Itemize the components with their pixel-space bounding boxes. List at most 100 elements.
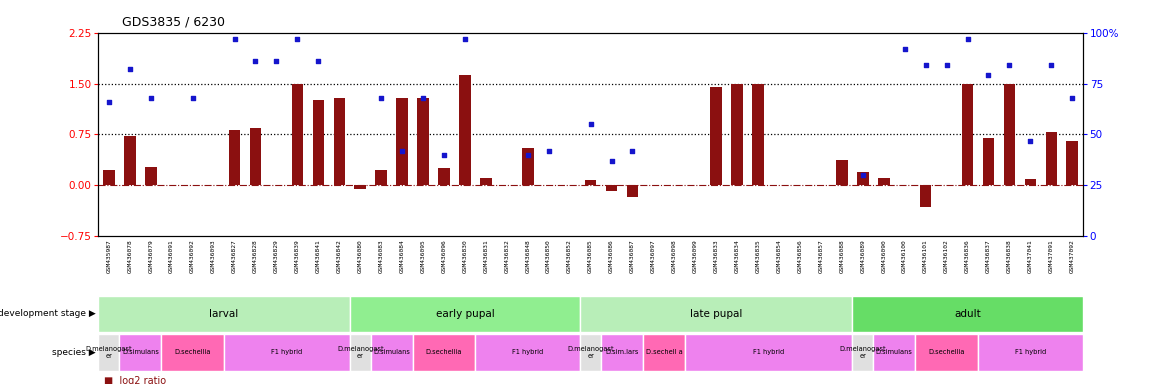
Bar [983,138,995,185]
Point [247,58,265,64]
Text: GSM436848: GSM436848 [526,239,530,273]
Text: GSM436098: GSM436098 [672,239,676,273]
Text: GSM436857: GSM436857 [819,239,823,273]
Point [937,62,955,68]
Text: GSM436087: GSM436087 [630,239,635,273]
Text: D.sechellia: D.sechellia [175,349,211,355]
Bar [873,334,915,371]
Point [980,72,998,78]
Bar [852,296,1083,332]
Text: GSM436080: GSM436080 [358,239,362,273]
Point [853,172,872,178]
Bar [103,170,115,185]
Bar [1046,132,1057,185]
Bar [1067,141,1078,185]
Bar [753,84,764,185]
Point [413,95,432,101]
Text: GSM436101: GSM436101 [923,239,929,273]
Point [1042,62,1061,68]
Bar [606,185,617,191]
Bar [857,172,868,185]
Bar [98,334,119,371]
Bar [417,98,428,185]
Bar [229,130,241,185]
Text: GSM436096: GSM436096 [441,239,447,273]
Text: adult: adult [954,309,981,319]
Text: GSM436834: GSM436834 [734,239,740,273]
Point [183,95,201,101]
Text: species ▶: species ▶ [52,348,96,357]
Bar [354,185,366,189]
Text: GSM436088: GSM436088 [840,239,844,273]
Point [1001,62,1019,68]
Point [602,158,621,164]
Bar [124,136,135,185]
Text: D.melanogast
er: D.melanogast er [86,346,132,359]
Bar [225,334,350,371]
Bar [145,167,156,185]
Bar [580,334,601,371]
Bar [878,179,889,185]
Bar [626,185,638,197]
Bar [161,334,225,371]
Text: GSM436089: GSM436089 [860,239,865,273]
Text: development stage ▶: development stage ▶ [0,310,96,318]
Text: GSM436837: GSM436837 [985,239,991,273]
Text: GSM436095: GSM436095 [420,239,425,273]
Point [434,152,453,158]
Text: GSM436091: GSM436091 [169,239,174,273]
Text: GSM437041: GSM437041 [1028,239,1033,273]
Point [581,121,600,127]
Bar [292,84,303,185]
Text: D.melanogast
er: D.melanogast er [567,346,614,359]
Text: GSM436827: GSM436827 [232,239,237,273]
Text: GSM436079: GSM436079 [148,239,153,273]
Text: GSM436856: GSM436856 [798,239,802,273]
Point [372,95,390,101]
Point [895,46,914,52]
Text: GSM436852: GSM436852 [567,239,572,273]
Bar [350,296,580,332]
Point [455,36,474,42]
Bar [836,159,848,185]
Text: GSM435987: GSM435987 [107,239,111,273]
Text: F1 hybrid: F1 hybrid [1014,349,1046,355]
Text: F1 hybrid: F1 hybrid [512,349,543,355]
Bar [334,98,345,185]
Bar [585,180,596,185]
Text: GSM436839: GSM436839 [295,239,300,273]
Bar [580,296,852,332]
Bar [522,148,534,185]
Text: GSM436090: GSM436090 [881,239,886,273]
Text: F1 hybrid: F1 hybrid [271,349,302,355]
Bar [919,185,931,207]
Text: GSM436833: GSM436833 [713,239,719,273]
Text: D.simulans: D.simulans [875,349,913,355]
Text: GSM436828: GSM436828 [252,239,258,273]
Text: D.simulans: D.simulans [122,349,159,355]
Text: GSM436078: GSM436078 [127,239,132,273]
Text: late pupal: late pupal [690,309,742,319]
Point [393,147,411,154]
Bar [371,334,412,371]
Point [267,58,286,64]
Text: F1 hybrid: F1 hybrid [753,349,784,355]
Text: GSM436099: GSM436099 [692,239,698,273]
Bar [412,334,476,371]
Bar [396,98,408,185]
Bar [711,87,721,185]
Bar [98,296,350,332]
Point [309,58,328,64]
Bar [684,334,852,371]
Text: GSM436102: GSM436102 [944,239,950,273]
Text: GSM436100: GSM436100 [902,239,907,273]
Text: GSM436084: GSM436084 [400,239,404,273]
Bar [979,334,1083,371]
Text: GSM436830: GSM436830 [462,239,468,273]
Text: D.melanogast
er: D.melanogast er [840,346,886,359]
Text: GSM436083: GSM436083 [379,239,383,273]
Text: GSM436842: GSM436842 [337,239,342,273]
Text: GSM436836: GSM436836 [965,239,970,273]
Text: GSM436829: GSM436829 [274,239,279,273]
Text: larval: larval [210,309,239,319]
